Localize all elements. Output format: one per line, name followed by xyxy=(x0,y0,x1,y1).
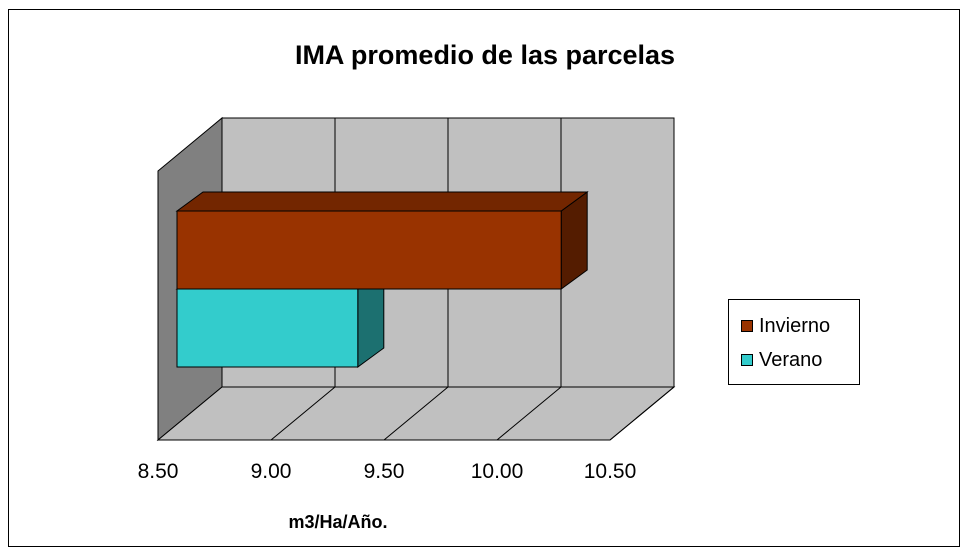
floor-gridline xyxy=(270,386,336,441)
floor-gridline xyxy=(496,386,562,441)
x-axis-label: m3/Ha/Año. xyxy=(288,512,388,532)
x-tick-label: 10.50 xyxy=(584,460,637,483)
x-tick-label: 10.00 xyxy=(471,460,524,483)
x-tick-label: 9.00 xyxy=(251,460,292,483)
legend-label-invierno: Invierno xyxy=(759,314,831,337)
bar-top-invierno xyxy=(175,191,589,212)
floor-gridline xyxy=(383,386,449,441)
legend-item-verano: Verano xyxy=(741,347,822,373)
legend-swatch-verano xyxy=(741,354,753,366)
legend-swatch-invierno xyxy=(741,320,753,332)
legend: Invierno Verano xyxy=(728,299,860,385)
x-tick-label: 9.50 xyxy=(364,460,405,483)
x-tick-label: 8.50 xyxy=(138,460,179,483)
legend-item-invierno: Invierno xyxy=(741,313,830,339)
chart-title: IMA promedio de las parcelas xyxy=(294,40,676,70)
bar-invierno xyxy=(176,210,562,290)
bar-verano xyxy=(176,288,359,368)
legend-label-verano: Verano xyxy=(759,348,823,371)
floor-gridline xyxy=(609,386,675,441)
